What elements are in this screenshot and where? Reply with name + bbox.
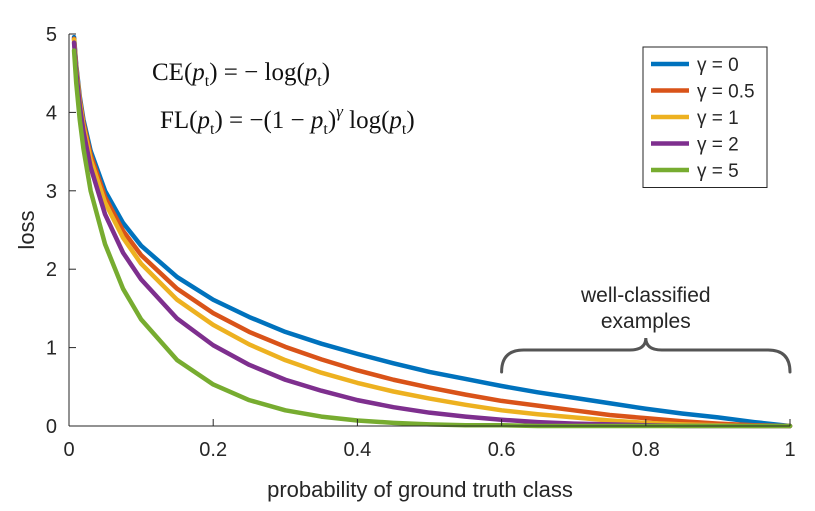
y-tick-label: 5: [46, 24, 57, 46]
x-tick-label: 1: [784, 439, 795, 461]
curly-brace: [500, 337, 792, 374]
fl-formula: FL(pt) = −(1 − pt)γ log(pt): [160, 102, 415, 138]
y-tick-label: 3: [46, 181, 57, 203]
legend-entry-label: γ = 0: [697, 55, 739, 76]
legend: γ = 0 γ = 0.5 γ = 1 γ = 2 γ = 5: [642, 46, 768, 188]
axes-layer: [68, 34, 790, 427]
y-tick-label: 1: [46, 338, 57, 360]
ticks-layer: 0 0.2 0.4 0.6 0.8 1 0 1 2 3 4 5: [46, 24, 796, 461]
x-tick-label: 0.8: [632, 439, 660, 461]
annotation-text-line: well-classified: [580, 284, 711, 307]
well-classified-annotation: well-classified examples: [500, 284, 792, 374]
x-tick-label: 0.6: [488, 439, 516, 461]
series-line-2: [71, 37, 793, 429]
x-tick-label: 0: [63, 439, 74, 461]
y-axis-label: loss: [14, 210, 39, 249]
y-tick-label: 0: [46, 416, 57, 438]
legend-entry-label: γ = 1: [697, 108, 739, 129]
series-layer: [71, 34, 793, 429]
x-tick-label: 0.4: [343, 439, 371, 461]
y-tick-label: 4: [46, 102, 57, 124]
annotation-text-line: examples: [601, 310, 691, 333]
x-tick-label: 0.2: [199, 439, 227, 461]
legend-entry-label: γ = 0.5: [697, 82, 755, 103]
y-tick-label: 2: [46, 259, 57, 281]
formula-block: CE(pt) = − log(pt) FL(pt) = −(1 − pt)γ lo…: [152, 59, 415, 138]
x-axis-label: probability of ground truth class: [267, 477, 573, 502]
ce-formula: CE(pt) = − log(pt): [152, 59, 330, 90]
legend-entry-label: γ = 2: [697, 135, 739, 156]
legend-entry-label: γ = 5: [697, 161, 739, 182]
